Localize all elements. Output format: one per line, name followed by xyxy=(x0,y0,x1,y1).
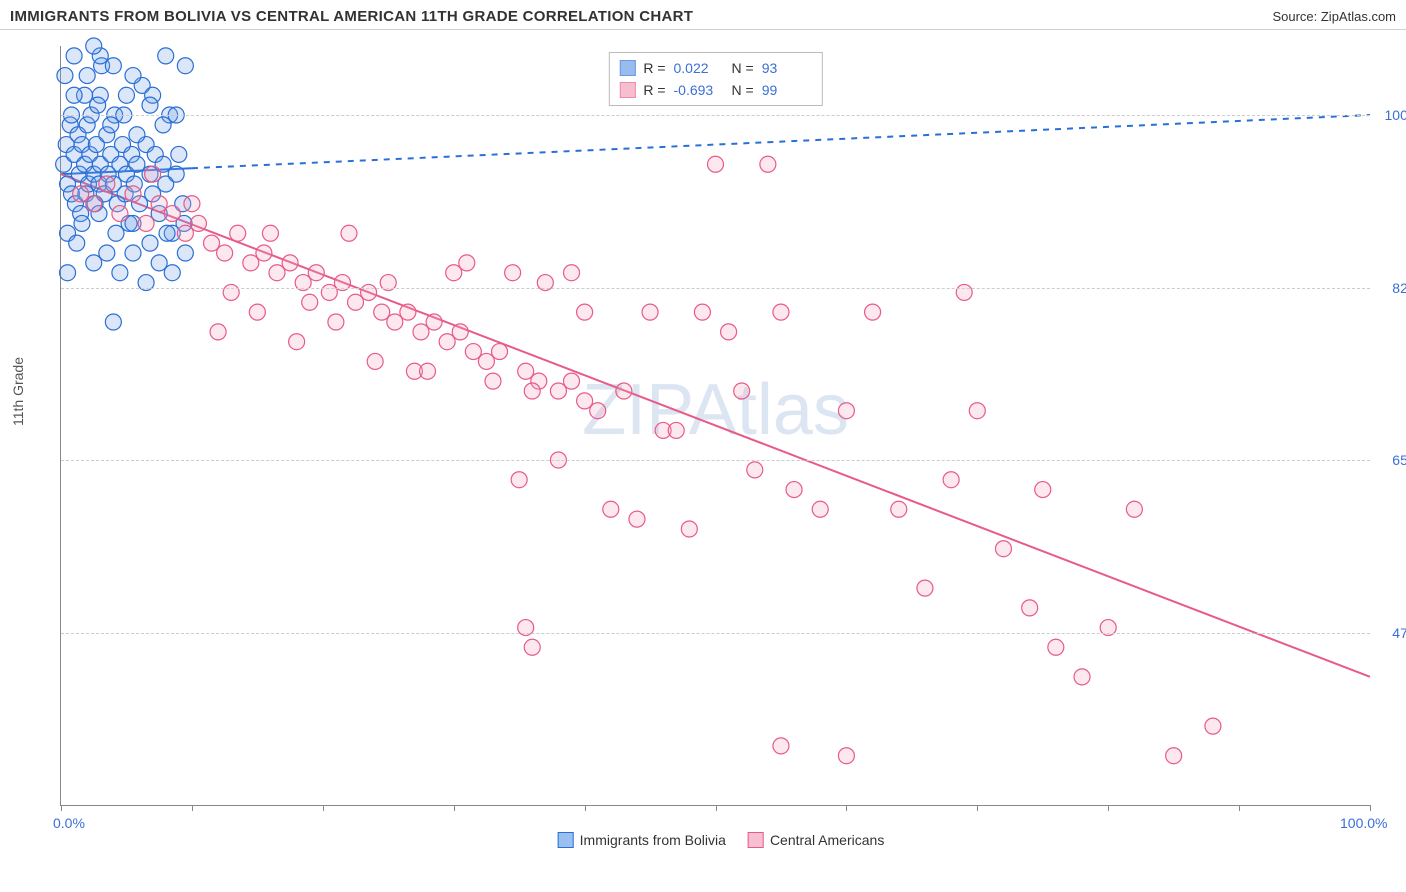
n-label: N = xyxy=(732,79,754,101)
plot-area: ZIPAtlas R = 0.022 N = 93 R = -0.693 N =… xyxy=(60,46,1370,806)
legend-item-series1: Immigrants from Bolivia xyxy=(558,832,726,848)
legend-bottom: Immigrants from Bolivia Central American… xyxy=(558,832,885,848)
n-label: N = xyxy=(732,57,754,79)
swatch-series2 xyxy=(619,82,635,98)
y-axis-label: 11th Grade xyxy=(10,357,26,426)
n-value-series2: 99 xyxy=(762,79,812,101)
chart-container: 11th Grade ZIPAtlas R = 0.022 N = 93 R =… xyxy=(46,46,1396,846)
y-tick-label: 100.0% xyxy=(1385,107,1406,123)
chart-title: IMMIGRANTS FROM BOLIVIA VS CENTRAL AMERI… xyxy=(10,8,693,25)
legend-label-series2: Central Americans xyxy=(770,832,884,848)
legend-item-series2: Central Americans xyxy=(748,832,884,848)
r-value-series2: -0.693 xyxy=(674,79,724,101)
legend-label-series1: Immigrants from Bolivia xyxy=(580,832,726,848)
stats-legend-box: R = 0.022 N = 93 R = -0.693 N = 99 xyxy=(608,52,822,106)
swatch-series1 xyxy=(619,60,635,76)
r-value-series1: 0.022 xyxy=(674,57,724,79)
r-label: R = xyxy=(643,57,665,79)
y-tick-label: 65.0% xyxy=(1392,452,1406,468)
chart-header: IMMIGRANTS FROM BOLIVIA VS CENTRAL AMERI… xyxy=(0,0,1406,30)
n-value-series1: 93 xyxy=(762,57,812,79)
y-tick-label: 82.5% xyxy=(1392,280,1406,296)
stats-row-series2: R = -0.693 N = 99 xyxy=(619,79,811,101)
legend-swatch-series2 xyxy=(748,832,764,848)
r-label: R = xyxy=(643,79,665,101)
plot-svg xyxy=(61,46,1370,805)
y-tick-label: 47.5% xyxy=(1392,625,1406,641)
stats-row-series1: R = 0.022 N = 93 xyxy=(619,57,811,79)
x-tick-label: 100.0% xyxy=(1340,815,1387,831)
legend-swatch-series1 xyxy=(558,832,574,848)
x-tick-label: 0.0% xyxy=(53,815,85,831)
source-attribution: Source: ZipAtlas.com xyxy=(1272,9,1396,24)
